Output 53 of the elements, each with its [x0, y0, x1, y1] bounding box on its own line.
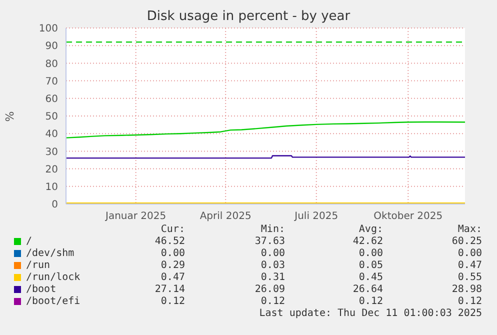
text: Max:: [458, 224, 482, 235]
text: 26.64: [352, 284, 383, 295]
y-tick-label: 0: [52, 200, 58, 211]
legend-label: /boot: [26, 284, 56, 295]
y-tick-label: 60: [45, 94, 58, 105]
line-series: [66, 121, 465, 138]
y-tick-label: 100: [38, 24, 58, 35]
y-tick-label: 90: [45, 41, 58, 52]
text: 0.12: [358, 296, 383, 307]
legend-label: /run: [26, 260, 50, 271]
text: Avg:: [358, 224, 383, 235]
text: 0.00: [160, 248, 185, 259]
y-tick-label: 20: [45, 164, 58, 176]
text: Cur:: [160, 224, 185, 235]
text: Min:: [260, 224, 285, 235]
text: 42.62: [352, 236, 383, 247]
y-tick-label: 70: [45, 76, 58, 88]
y-tick-label: 30: [45, 146, 58, 158]
text: 0.05: [358, 260, 383, 271]
y-axis-title: %: [3, 110, 16, 122]
text: 37.63: [254, 236, 285, 247]
text: 0.12: [260, 296, 285, 307]
text: 0.00: [358, 248, 383, 259]
text: 60.25: [452, 236, 482, 247]
text: 0.31: [260, 272, 285, 283]
text: 0.00: [260, 248, 285, 259]
text: 0.12: [458, 296, 482, 307]
x-tick-label: April 2025: [200, 211, 252, 222]
text: 0.29: [160, 260, 185, 271]
legend-label: /run/lock: [26, 272, 80, 283]
y-tick-label: 50: [45, 112, 58, 123]
text: 0.00: [458, 248, 482, 259]
x-tick-label: Juli 2025: [294, 211, 338, 222]
legend-label: /boot/efi: [26, 296, 80, 307]
chart-title: Disk usage in percent - by year: [146, 9, 352, 24]
legend-label: /: [26, 236, 32, 247]
text: 46.52: [154, 236, 185, 247]
text: 0.12: [160, 296, 185, 307]
text: 28.98: [452, 284, 482, 295]
text: 0.47: [458, 260, 482, 271]
text: 0.47: [160, 272, 185, 283]
y-tick-label: 10: [45, 182, 58, 193]
text: Last update: Thu Dec 11 01:00:03 2025: [259, 308, 482, 319]
text: 26.09: [254, 284, 285, 295]
x-tick-label: Januar 2025: [104, 211, 166, 222]
text: 0.03: [260, 260, 285, 271]
legend-label: /dev/shm: [26, 248, 74, 259]
text: 0.45: [358, 272, 383, 283]
y-tick-label: 40: [45, 129, 58, 140]
x-tick-label: Oktober 2025: [374, 211, 443, 222]
text: 27.14: [154, 284, 185, 295]
text: 0.55: [458, 272, 482, 283]
y-tick-label: 80: [45, 58, 58, 70]
